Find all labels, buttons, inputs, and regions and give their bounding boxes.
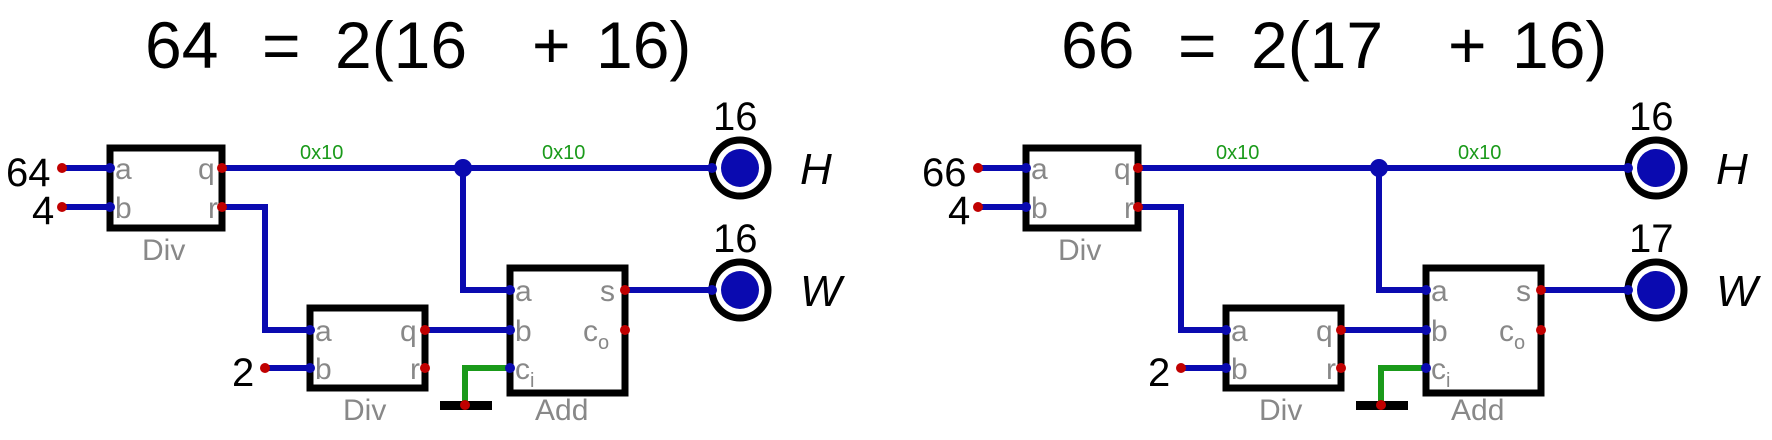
wire-hex-label: 0x10 [542,142,585,164]
block-label-div: Div [1058,234,1101,267]
pin-label: s [600,275,615,308]
equation-coef: 2(17 [1251,8,1383,82]
input-a-value: 66 [922,151,967,195]
pin-label: q [1114,153,1131,186]
output-w-name: W [800,267,845,316]
pin-label: q [400,315,417,348]
pin-label: a [1431,275,1448,308]
equation-plus: + [532,8,571,82]
pin-label: s [1516,275,1531,308]
pin-label: b [115,192,132,225]
pin-label: r [410,353,420,386]
output-h-value: 16 [713,95,758,139]
output-h-name: H [800,145,832,194]
output-w-value: 17 [1629,217,1674,261]
pin-label: ci [515,353,534,392]
circuit-1: 64 = 2(16 + 16) 64 4 2 0x10 0x10 16 H 16… [6,8,845,427]
output-w-name: W [1716,267,1761,316]
block-label-add: Add [1451,394,1504,427]
output-h-value: 16 [1629,95,1674,139]
wire-hex-label: 0x10 [300,142,343,164]
pin-label: a [115,153,132,186]
input-div2-value: 2 [1148,351,1170,395]
pin-label: b [315,353,332,386]
block-label-div: Div [1259,394,1302,427]
pin-label: a [315,315,332,348]
pin-label: b [1431,315,1448,348]
pin-label: co [1499,315,1525,354]
pin-label: co [583,315,609,354]
pin-label: q [198,153,215,186]
pin-label: a [1031,153,1048,186]
equation-lhs: 64 [145,8,218,82]
equation-rhs: 16) [596,8,691,82]
pin-label: a [1231,315,1248,348]
pin-label: r [1124,192,1134,225]
pin-label: a [515,275,532,308]
pin-label: b [1231,353,1248,386]
block-label-div: Div [142,234,185,267]
pin-label: r [208,192,218,225]
input-a-value: 64 [6,151,51,195]
equation-coef: 2(16 [335,8,467,82]
circuit-2: 66 = 2(17 + 16) 66 4 2 0x10 0x10 16 H 17… [922,8,1761,427]
input-div2-value: 2 [232,351,254,395]
pin-label: r [1326,353,1336,386]
equation-plus: + [1448,8,1487,82]
input-b-value: 4 [32,189,54,233]
equation-equals: = [1178,8,1217,82]
pin-label: ci [1431,353,1450,392]
wire-hex-label: 0x10 [1216,142,1259,164]
wire-hex-label: 0x10 [1458,142,1501,164]
output-w-value: 16 [713,217,758,261]
block-label-div: Div [343,394,386,427]
block-label-add: Add [535,394,588,427]
equation-equals: = [262,8,301,82]
equation-rhs: 16) [1512,8,1607,82]
pin-label: q [1316,315,1333,348]
pin-label: b [1031,192,1048,225]
input-b-value: 4 [948,189,970,233]
pin-label: b [515,315,532,348]
output-h-name: H [1716,145,1748,194]
equation-lhs: 66 [1061,8,1134,82]
